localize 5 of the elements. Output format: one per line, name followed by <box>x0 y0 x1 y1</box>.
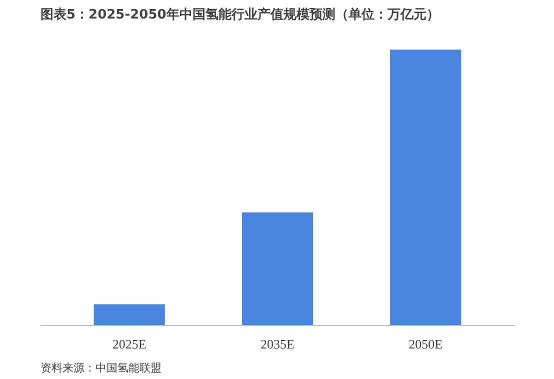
x-tick-label: 2035E <box>260 336 295 352</box>
chart-title: 图表5：2025-2050年中国氢能行业产值规模预测（单位：万亿元） <box>40 6 440 22</box>
text: 资料来源：中国氢能联盟 <box>40 362 162 374</box>
x-tick-label: 2025E <box>112 336 146 352</box>
x-tick-label: 2050E <box>408 336 443 352</box>
